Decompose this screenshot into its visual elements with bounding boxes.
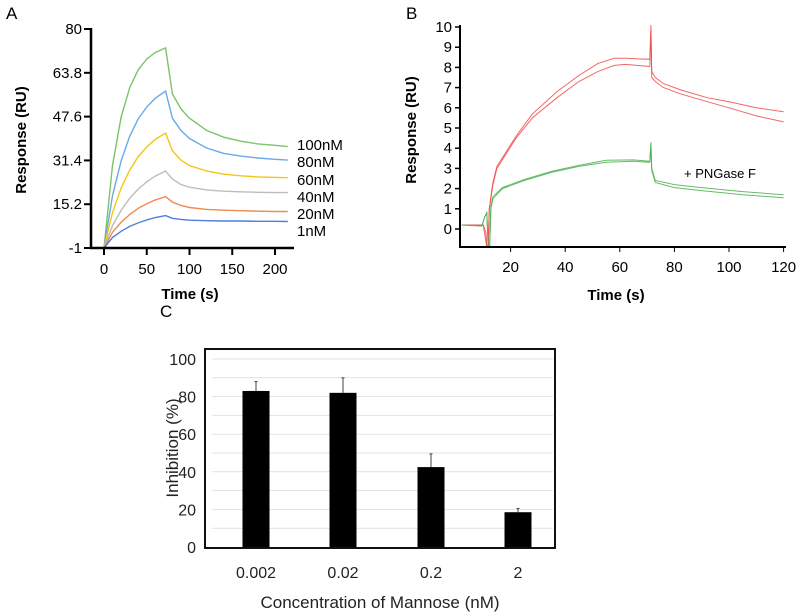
panel-a-legend-label: 60nM (297, 172, 335, 189)
panel-c-y-tick-label: 0 (187, 540, 196, 557)
panel-c-x-label: Concentration of Mannose (nM) (260, 593, 499, 612)
panel-b-y-tick-label: 2 (444, 181, 452, 198)
panel-c-bar (242, 390, 270, 547)
panel-b-y-tick-label: 8 (444, 59, 452, 76)
panel-a-series-line (103, 214, 288, 249)
panel-b-x-tick-label: 100 (716, 259, 741, 276)
panel-b-y-tick-label: 1 (444, 201, 452, 218)
panel-c: C 0.002 0.02 0.2 2 0 20 40 60 80 100 Concentrati… (160, 302, 556, 612)
panel-b-y-tick-label: 6 (444, 100, 452, 117)
panel-a-legend-label: 40nM (297, 189, 335, 206)
panel-a-legend-label: 20nM (297, 206, 335, 223)
panel-a-series-line (103, 46, 288, 249)
panel-a-x-tick-label: 200 (262, 261, 287, 278)
panel-b-x-tick-label: 40 (557, 259, 574, 276)
panel-a-y-tick-label: 63.8 (53, 65, 82, 82)
panel-a-series-line (103, 170, 288, 249)
panel-b-x-tick-label: 80 (666, 259, 683, 276)
panel-b-y-label: Response (RU) (403, 76, 420, 184)
panel-b-y-tick-label: 7 (444, 80, 452, 97)
panel-a-label: A (6, 4, 18, 23)
panel-a-x-tick-label: 150 (220, 261, 245, 278)
panel-a-y-tick-label: 47.6 (53, 109, 82, 126)
panel-a-x-tick-label: 100 (177, 261, 202, 278)
panel-c-x-tick-label: 0.002 (236, 565, 276, 582)
panel-a-y-tick-label: -1 (69, 240, 82, 257)
panel-c-bar (417, 467, 445, 547)
panel-a-x-label: Time (s) (161, 286, 218, 303)
panel-a-x-tick-label: 50 (138, 261, 155, 278)
panel-c-y-tick-label: 100 (169, 352, 196, 369)
panel-c-y-tick-label: 40 (178, 465, 196, 482)
panel-c-x-tick-label: 0.2 (420, 565, 442, 582)
panel-a-y-label: Response (RU) (13, 86, 30, 194)
panel-a-series-line (103, 90, 288, 249)
panel-b-x-label: Time (s) (587, 287, 644, 304)
panel-b-x-tick-label: 60 (611, 259, 628, 276)
panel-b-x-tick-label: 20 (502, 259, 519, 276)
panel-c-y-tick-label: 80 (178, 390, 196, 407)
panel-a-legend-label: 80nM (297, 154, 335, 171)
panel-c-y-tick-label: 60 (178, 427, 196, 444)
panel-b-series-line (461, 142, 784, 248)
panel-b-y-tick-label: 9 (444, 39, 452, 56)
panel-a-series-line (103, 132, 288, 249)
panel-a-legend-label: 1nM (297, 223, 326, 240)
panel-a-legend-label: 100nM (297, 137, 343, 154)
panel-c-bar (504, 512, 532, 547)
panel-b-series-line (461, 146, 784, 248)
panel-b-y-tick-label: 10 (435, 19, 452, 36)
panel-c-x-tick-label: 0.02 (327, 565, 358, 582)
panel-a-y-tick-label: 15.2 (53, 196, 82, 213)
panel-a-x-tick-label: 0 (100, 261, 108, 278)
panel-c-frame (204, 348, 556, 549)
panel-a-series-line (103, 195, 288, 249)
panel-c-x-tick-label: 2 (514, 565, 523, 582)
panel-a-y-tick-label: 80 (65, 21, 82, 38)
panel-b-y-tick-label: 4 (444, 140, 452, 157)
panel-c-y-label: Inhibition (%) (163, 398, 182, 497)
panel-a-y-tick-label: 31.4 (53, 152, 82, 169)
panel-b-y-tick-label: 3 (444, 160, 452, 177)
panel-b-y-tick-label: 5 (444, 120, 452, 137)
panel-b-annotation: + PNGase F (684, 166, 756, 181)
panel-b-x-tick-label: 120 (771, 259, 796, 276)
panel-c-label: C (160, 302, 172, 321)
panel-c-y-tick-label: 20 (178, 502, 196, 519)
panel-b-y-tick-label: 0 (444, 221, 452, 238)
panel-c-bar (329, 392, 357, 547)
panel-b-label: B (406, 4, 417, 23)
panel-b-series-line (461, 30, 784, 248)
